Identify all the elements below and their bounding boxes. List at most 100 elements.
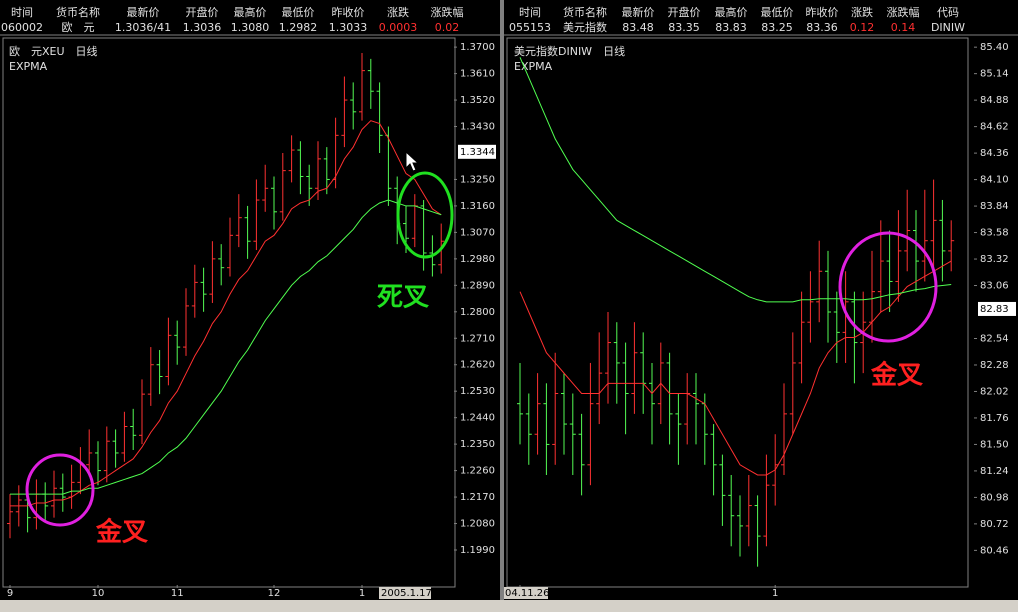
y-tick-label: 82.28 (980, 360, 1009, 371)
panel-divider (500, 0, 504, 600)
header-value: 0.0003 (379, 21, 418, 34)
header-label: 最新价 (622, 5, 655, 19)
header-label: 开盘价 (668, 5, 701, 19)
header-label: 货币名称 (563, 5, 607, 19)
y-tick-label: 84.10 (980, 175, 1009, 186)
cursor-date-box (379, 587, 431, 599)
header-value: 0.12 (850, 21, 875, 34)
y-tick-label: 80.98 (980, 492, 1009, 503)
annotation: 金叉 (95, 517, 148, 548)
y-tick-label: 82.02 (980, 386, 1009, 397)
header-value: 060002 (1, 21, 43, 34)
annotation-circle (396, 171, 454, 259)
header-value: 055153 (509, 21, 551, 34)
indicator-label: EXPMA (9, 60, 48, 73)
y-tick-label: 1.2170 (460, 492, 495, 503)
chart-title: 美元指数DINIW 日线 (514, 44, 625, 58)
y-tick-label: 1.3070 (460, 227, 495, 238)
y-tick-label: 81.76 (980, 413, 1009, 424)
last-price-box (978, 301, 1016, 316)
header-value: 83.83 (715, 21, 747, 34)
header-value: 0.02 (435, 21, 460, 34)
y-tick-label: 1.2980 (460, 254, 495, 265)
header-value: 83.48 (622, 21, 654, 34)
y-tick-label: 1.2260 (460, 466, 495, 477)
x-tick-label: 10 (92, 588, 105, 599)
y-tick-label: 84.62 (980, 122, 1009, 133)
y-tick-label: 1.2530 (460, 386, 495, 397)
header-value: 欧 元 (62, 21, 95, 34)
x-tick-label: 9 (7, 588, 13, 599)
y-tick-label: 80.46 (980, 545, 1009, 556)
y-tick-label: 84.36 (980, 148, 1009, 159)
annotation-circle (838, 231, 938, 343)
header-label: 时间 (11, 6, 33, 19)
y-tick-label: 1.3250 (460, 174, 495, 185)
header-label: 昨收价 (806, 5, 839, 19)
indicator-label: EXPMA (514, 60, 553, 73)
y-tick-label: 82.54 (980, 333, 1009, 344)
scrollbar[interactable] (0, 600, 1018, 612)
header-label: 最低价 (761, 6, 794, 19)
last-price-label: 82.83 (980, 304, 1009, 315)
start-date: 04.11.26 (505, 588, 550, 599)
y-tick-label: 1.2080 (460, 519, 495, 530)
y-tick-label: 1.1990 (460, 545, 495, 556)
annotation: 死叉 (377, 283, 429, 313)
header-label: 涨跌 (851, 5, 873, 19)
header-label: 涨跌 (387, 5, 409, 19)
y-tick-label: 81.50 (980, 439, 1009, 450)
y-tick-label: 1.2890 (460, 280, 495, 291)
mouse-cursor (405, 150, 420, 172)
header-label: 代码 (937, 6, 959, 19)
header-label: 昨收价 (332, 5, 365, 19)
header-value: 1.2982 (279, 21, 318, 34)
header-label: 最高价 (234, 5, 267, 19)
header-value: 美元指数 (563, 20, 607, 34)
x-tick-label: 11 (171, 588, 184, 599)
start-date-box (504, 587, 548, 599)
header-value: 1.3080 (231, 21, 270, 34)
y-tick-label: 83.06 (980, 281, 1009, 292)
header-label: 开盘价 (186, 5, 219, 19)
y-tick-label: 1.3610 (460, 69, 495, 80)
y-tick-label: 1.2440 (460, 413, 495, 424)
y-tick-label: 1.2350 (460, 439, 495, 450)
y-tick-label: 84.88 (980, 95, 1009, 106)
last-price-label: 1.3344 (460, 147, 495, 158)
header-label: 货币名称 (56, 5, 100, 19)
y-tick-label: 81.24 (980, 466, 1009, 477)
y-tick-label: 1.2710 (460, 333, 495, 344)
cursor-date: 2005.1.17 (381, 588, 432, 599)
header-value: 1.3036/41 (115, 21, 171, 34)
last-price-box (458, 144, 496, 159)
y-tick-label: 1.3700 (460, 42, 495, 53)
header-value: 83.25 (761, 21, 793, 34)
y-tick-label: 1.3430 (460, 122, 495, 133)
x-tick-label: 1 (359, 588, 365, 599)
expma-line (519, 260, 952, 476)
header-value: 83.36 (806, 21, 838, 34)
header-label: 最低价 (282, 6, 315, 19)
y-tick-label: 80.72 (980, 519, 1009, 530)
y-tick-label: 83.84 (980, 201, 1009, 212)
header-value: 83.35 (668, 21, 700, 34)
x-tick-label: 1 (772, 588, 778, 599)
header-label: 涨跌幅 (887, 5, 920, 19)
header-label: 时间 (519, 6, 541, 19)
expma-line (10, 199, 442, 495)
header-value: 0.14 (891, 21, 916, 34)
y-tick-label: 1.3160 (460, 201, 495, 212)
y-tick-label: 1.2620 (460, 360, 495, 371)
annotation-circle (25, 453, 95, 527)
y-tick-label: 1.3520 (460, 95, 495, 106)
y-tick-label: 83.58 (980, 228, 1009, 239)
header-label: 涨跌幅 (431, 5, 464, 19)
header-value: 1.3036 (183, 21, 222, 34)
x-tick-label: 12 (268, 588, 281, 599)
y-tick-label: 85.40 (980, 42, 1009, 53)
annotation: 金叉 (870, 360, 923, 391)
y-tick-label: 83.32 (980, 254, 1009, 265)
y-tick-label: 85.14 (980, 69, 1009, 80)
